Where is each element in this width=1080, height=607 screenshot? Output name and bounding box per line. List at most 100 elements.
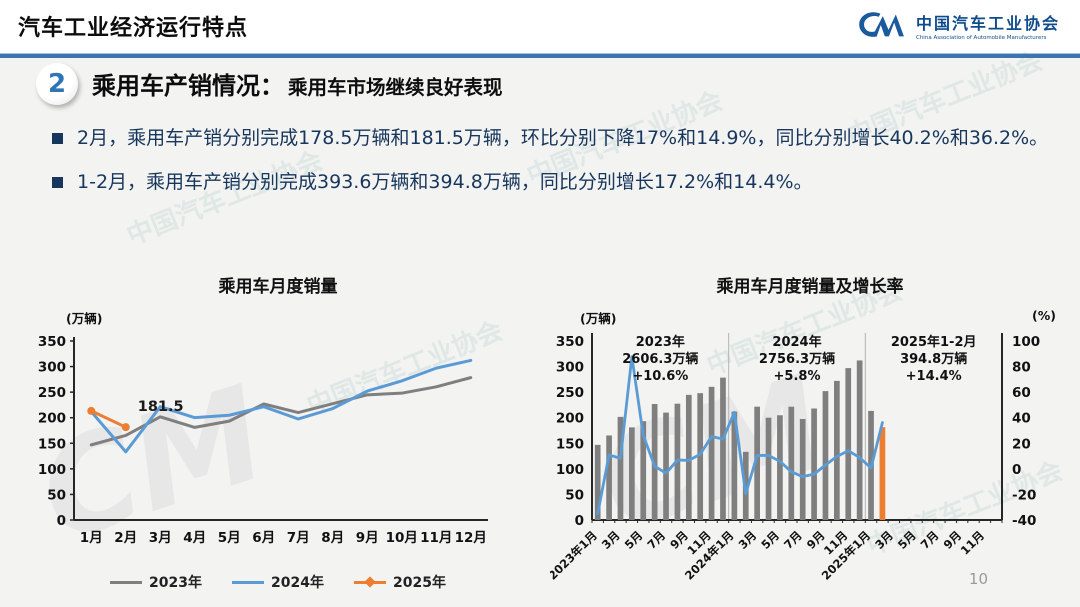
svg-text:350: 350: [38, 334, 66, 350]
svg-text:2606.3万辆: 2606.3万辆: [622, 351, 698, 367]
section-title: 乘用车产销情况：: [92, 72, 284, 100]
legend-line-swatch: [353, 575, 386, 588]
svg-text:7月: 7月: [918, 528, 942, 552]
bullet-item: 2月，乘用车产销分别完成178.5万辆和181.5万辆，环比分别下降17%和14…: [52, 124, 1052, 153]
right-chart-right-unit-label: (%): [1032, 308, 1056, 323]
bullet-item: 1-2月，乘用车产销分别完成393.6万辆和394.8万辆，同比分别增长17.2…: [52, 168, 1052, 197]
svg-text:8月: 8月: [321, 530, 344, 546]
svg-text:2月: 2月: [114, 530, 137, 546]
legend-label: 2024年: [271, 575, 324, 591]
svg-text:7月: 7月: [781, 528, 805, 552]
section-header: 乘用车产销情况： 乘用车市场继续良好表现: [92, 66, 503, 101]
svg-text:150: 150: [556, 436, 584, 452]
svg-text:7月: 7月: [287, 530, 310, 546]
svg-text:+5.8%: +5.8%: [774, 369, 821, 384]
right-chart-left-unit-label: (万辆): [580, 311, 617, 326]
left-chart-title: 乘用车月度销量: [218, 277, 338, 297]
growth-rate-line: [596, 355, 884, 516]
svg-text:12月: 12月: [455, 530, 487, 546]
svg-text:5月: 5月: [218, 530, 241, 546]
svg-text:9月: 9月: [356, 530, 379, 546]
svg-text:250: 250: [556, 385, 584, 401]
left-chart-svg: 0 50 100 150 200 250 300 350 1月 2月 3月 4月 5月 6月 7月 8月 9月 1…: [38, 334, 488, 546]
series-2023年: [89, 376, 473, 447]
svg-text:20: 20: [1012, 436, 1031, 452]
svg-text:350: 350: [556, 334, 584, 350]
svg-text:2023年: 2023年: [636, 334, 685, 350]
svg-text:2756.3万辆: 2756.3万辆: [759, 351, 835, 367]
bullet-text: 2月，乘用车产销分别完成178.5万辆和181.5万辆，环比分别下降17%和14…: [77, 127, 1049, 149]
bullet-text: 1-2月，乘用车产销分别完成393.6万辆和394.8万辆，同比分别增长17.2…: [77, 170, 813, 193]
sales-growth-combo-chart-panel: 乘用车月度销量及增长率 (万辆) (%) 0 50 100 150 200 250 300 3…: [550, 272, 1070, 583]
svg-text:-20: -20: [1012, 487, 1036, 503]
caam-logo-icon: [859, 12, 904, 37]
svg-text:7月: 7月: [644, 528, 668, 552]
bullet-list: 2月，乘用车产销分别完成178.5万辆和181.5万辆，环比分别下降17%和14…: [52, 124, 1052, 211]
logo-cn-label: 中国汽车工业协会: [915, 13, 1060, 33]
svg-text:6月: 6月: [252, 530, 275, 546]
svg-text:80: 80: [1012, 360, 1031, 376]
svg-text:11月: 11月: [958, 528, 987, 557]
caam-logo: 中国汽车工业协会 China Association of Automobile…: [856, 8, 1060, 42]
svg-text:50: 50: [565, 487, 584, 503]
header-divider: [0, 53, 1080, 58]
svg-text:200: 200: [38, 411, 66, 427]
svg-text:1月: 1月: [80, 530, 103, 546]
svg-text:3月: 3月: [736, 528, 760, 552]
legend-item-2025年: 2025年: [353, 572, 446, 592]
logo-en-label: China Association of Automobile Manufact…: [915, 34, 1047, 41]
svg-text:150: 150: [38, 436, 66, 452]
svg-text:2023年1月: 2023年1月: [550, 528, 600, 582]
legend-marker-icon: [364, 575, 376, 588]
point-label: 181.5: [138, 399, 184, 415]
svg-text:100: 100: [1012, 334, 1040, 350]
svg-text:5月: 5月: [622, 528, 646, 552]
svg-text:40: 40: [1012, 411, 1031, 427]
left-chart-unit-label: (万辆): [66, 311, 103, 326]
svg-text:4月: 4月: [183, 530, 206, 546]
svg-text:0: 0: [575, 513, 584, 529]
svg-text:250: 250: [38, 385, 66, 401]
series-2025年: [87, 406, 130, 432]
svg-text:5月: 5月: [895, 528, 919, 552]
caam-logo-text: 中国汽车工业协会 China Association of Automobile…: [916, 10, 1060, 41]
svg-text:200: 200: [556, 411, 584, 427]
svg-text:10月: 10月: [386, 530, 418, 546]
legend-label: 2025年: [392, 575, 446, 591]
legend-label: 2023年: [149, 575, 203, 591]
svg-text:2024年: 2024年: [772, 334, 821, 350]
bullet-square-icon: [52, 133, 63, 144]
left-chart-plot: 0 50 100 150 200 250 300 350 1月 2月 3月 4月 5月 6月 7月 8月 9月 1…: [38, 334, 488, 546]
svg-text:394.8万辆: 394.8万辆: [900, 351, 967, 367]
svg-text:100: 100: [38, 462, 66, 478]
bullet-square-icon: [52, 176, 63, 188]
slide-content: 中国汽车工业协会 中国汽车工业协会 中国汽车工业协会 中国汽车工业协会 中国汽车…: [0, 46, 1080, 607]
svg-text:50: 50: [47, 487, 66, 503]
svg-text:300: 300: [556, 360, 584, 376]
svg-text:0: 0: [57, 513, 66, 529]
svg-text:0: 0: [1012, 462, 1021, 478]
right-chart-title: 乘用车月度销量及增长率: [716, 277, 904, 297]
monthly-sales-line-chart-panel: 乘用车月度销量 (万辆) 0 50 100 150 200 250 300 350 1月 2月 3月…: [38, 272, 518, 591]
svg-text:11月: 11月: [420, 530, 452, 546]
page-number: 10: [968, 570, 988, 588]
svg-text:+14.4%: +14.4%: [906, 369, 962, 384]
svg-text:+10.6%: +10.6%: [632, 369, 688, 384]
svg-text:3月: 3月: [872, 528, 896, 552]
legend-line-swatch: [232, 580, 265, 584]
svg-text:100: 100: [556, 462, 584, 478]
svg-text:5月: 5月: [758, 528, 782, 552]
svg-text:-40: -40: [1012, 513, 1036, 529]
section-subtitle: 乘用车市场继续良好表现: [288, 76, 503, 99]
svg-text:60: 60: [1012, 385, 1031, 401]
svg-text:300: 300: [38, 360, 66, 376]
svg-text:3月: 3月: [599, 528, 623, 552]
svg-text:3月: 3月: [149, 530, 172, 546]
section-number-badge: 2: [36, 63, 78, 105]
sales-bars: [594, 360, 886, 520]
